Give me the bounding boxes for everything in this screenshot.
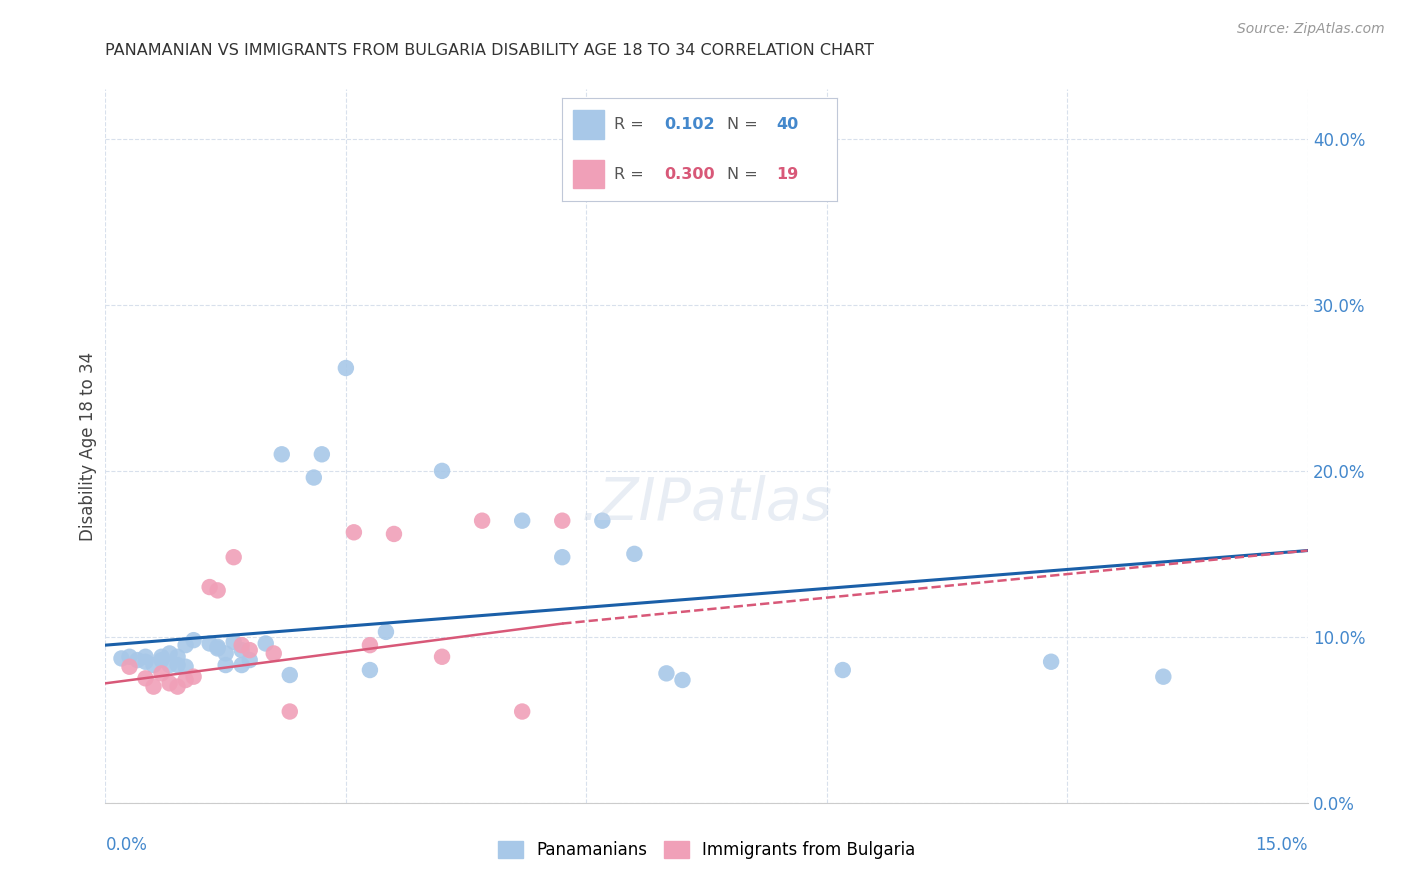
Point (174, 673, 197, 687)
Point (239, 643, 262, 657)
Point (374, 624, 398, 639)
Point (359, 638, 381, 652)
Legend: Panamanians, Immigrants from Bulgaria: Panamanians, Immigrants from Bulgaria (491, 834, 922, 866)
Point (254, 636, 277, 650)
Point (831, 663, 853, 677)
Point (1152, 670, 1174, 684)
Point (510, 514, 533, 528)
Point (174, 659, 197, 673)
Point (118, 659, 141, 673)
Point (231, 643, 253, 657)
Text: 19: 19 (776, 167, 799, 182)
Point (222, 550, 245, 565)
Text: N =: N = (727, 117, 763, 132)
Point (166, 658, 188, 673)
Text: 40: 40 (776, 117, 799, 132)
Point (551, 514, 574, 528)
Point (150, 649, 173, 664)
Text: R =: R = (614, 117, 650, 132)
Point (174, 638, 197, 652)
Point (231, 638, 253, 652)
Point (127, 653, 149, 667)
Point (263, 647, 285, 661)
Y-axis label: Disability Age 18 to 34: Disability Age 18 to 34 (79, 351, 97, 541)
Text: 15.0%: 15.0% (1256, 836, 1308, 854)
Point (239, 653, 262, 667)
Point (159, 647, 181, 661)
Point (110, 651, 132, 665)
Point (655, 666, 678, 681)
Point (207, 640, 229, 654)
Text: 0.102: 0.102 (664, 117, 714, 132)
Point (142, 680, 165, 694)
Point (159, 676, 181, 690)
Point (142, 658, 165, 673)
Point (231, 658, 253, 673)
Point (198, 580, 221, 594)
Point (150, 653, 173, 667)
Point (214, 658, 236, 673)
Point (302, 470, 325, 484)
Point (359, 663, 381, 677)
Text: N =: N = (727, 167, 763, 182)
Text: 0.300: 0.300 (664, 167, 714, 182)
Point (591, 514, 613, 528)
Point (159, 658, 181, 673)
Point (311, 447, 333, 461)
Point (278, 668, 301, 682)
Point (551, 550, 574, 565)
Point (623, 547, 645, 561)
Point (510, 705, 533, 719)
Point (430, 464, 453, 478)
Text: PANAMANIAN VS IMMIGRANTS FROM BULGARIA DISABILITY AGE 18 TO 34 CORRELATION CHART: PANAMANIAN VS IMMIGRANTS FROM BULGARIA D… (105, 43, 875, 58)
Point (382, 527, 405, 541)
Bar (574, 160, 603, 188)
Point (430, 649, 453, 664)
Bar (574, 111, 603, 139)
Point (166, 680, 188, 694)
Point (198, 636, 221, 650)
Point (270, 447, 292, 461)
Point (183, 633, 205, 648)
Point (343, 525, 366, 540)
Point (214, 647, 236, 661)
Point (222, 635, 245, 649)
Point (166, 649, 188, 664)
Text: Source: ZipAtlas.com: Source: ZipAtlas.com (1237, 22, 1385, 37)
Point (135, 655, 157, 669)
Point (207, 641, 229, 656)
Point (150, 666, 173, 681)
Point (671, 673, 693, 687)
Text: 0.0%: 0.0% (105, 836, 148, 854)
Text: R =: R = (614, 167, 650, 182)
Point (278, 705, 301, 719)
Point (135, 649, 157, 664)
Point (335, 361, 357, 376)
Point (471, 514, 494, 528)
Text: .ZIPatlas: .ZIPatlas (581, 475, 832, 532)
Point (207, 583, 229, 598)
Point (1040, 655, 1063, 669)
Point (183, 670, 205, 684)
Point (118, 649, 141, 664)
Point (135, 671, 157, 685)
